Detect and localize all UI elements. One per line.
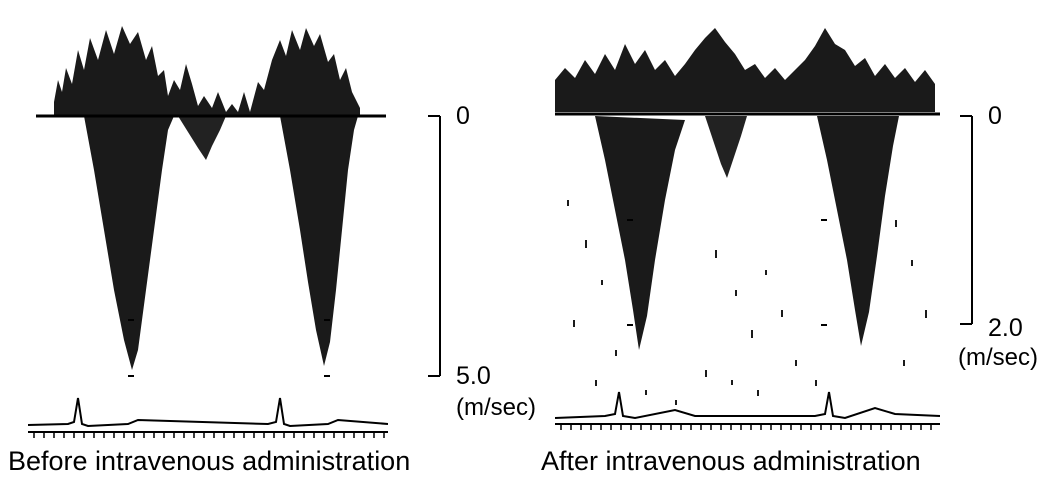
scale-unit-before: (m/sec) [456, 394, 536, 421]
caption-after: After intravenous administration [541, 446, 921, 476]
scale-top-label-before: 0 [456, 102, 470, 130]
scale-bottom-label-after: 2.0 [988, 314, 1023, 342]
doppler-spectrum-after-graphic [555, 28, 940, 430]
velocity-scale-bracket-before [428, 115, 441, 377]
scale-bottom-label-before: 5.0 [456, 362, 491, 390]
doppler-spectrum-before-graphic [28, 26, 388, 438]
velocity-scale-bracket-after [960, 115, 973, 325]
doppler-spectrum-after [555, 20, 940, 450]
caption-before: Before intravenous administration [8, 446, 411, 476]
doppler-spectrum-before [28, 20, 388, 455]
scale-top-label-after: 0 [988, 102, 1002, 130]
scale-unit-after: (m/sec) [958, 344, 1038, 371]
